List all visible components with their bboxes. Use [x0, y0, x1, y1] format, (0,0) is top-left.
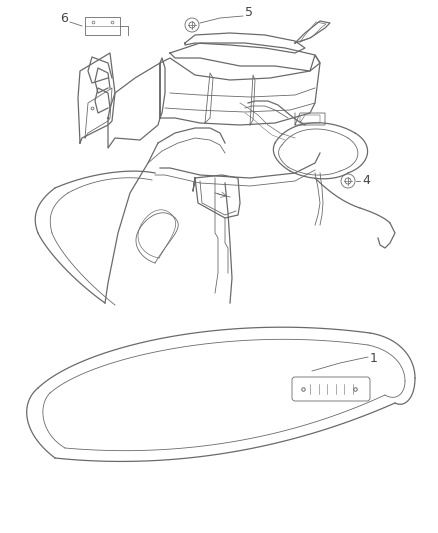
Text: 1: 1: [370, 351, 378, 365]
Text: 5: 5: [245, 6, 253, 20]
Text: 6: 6: [60, 12, 68, 26]
Bar: [85, 17, 120, 35]
Text: 4: 4: [362, 174, 370, 188]
